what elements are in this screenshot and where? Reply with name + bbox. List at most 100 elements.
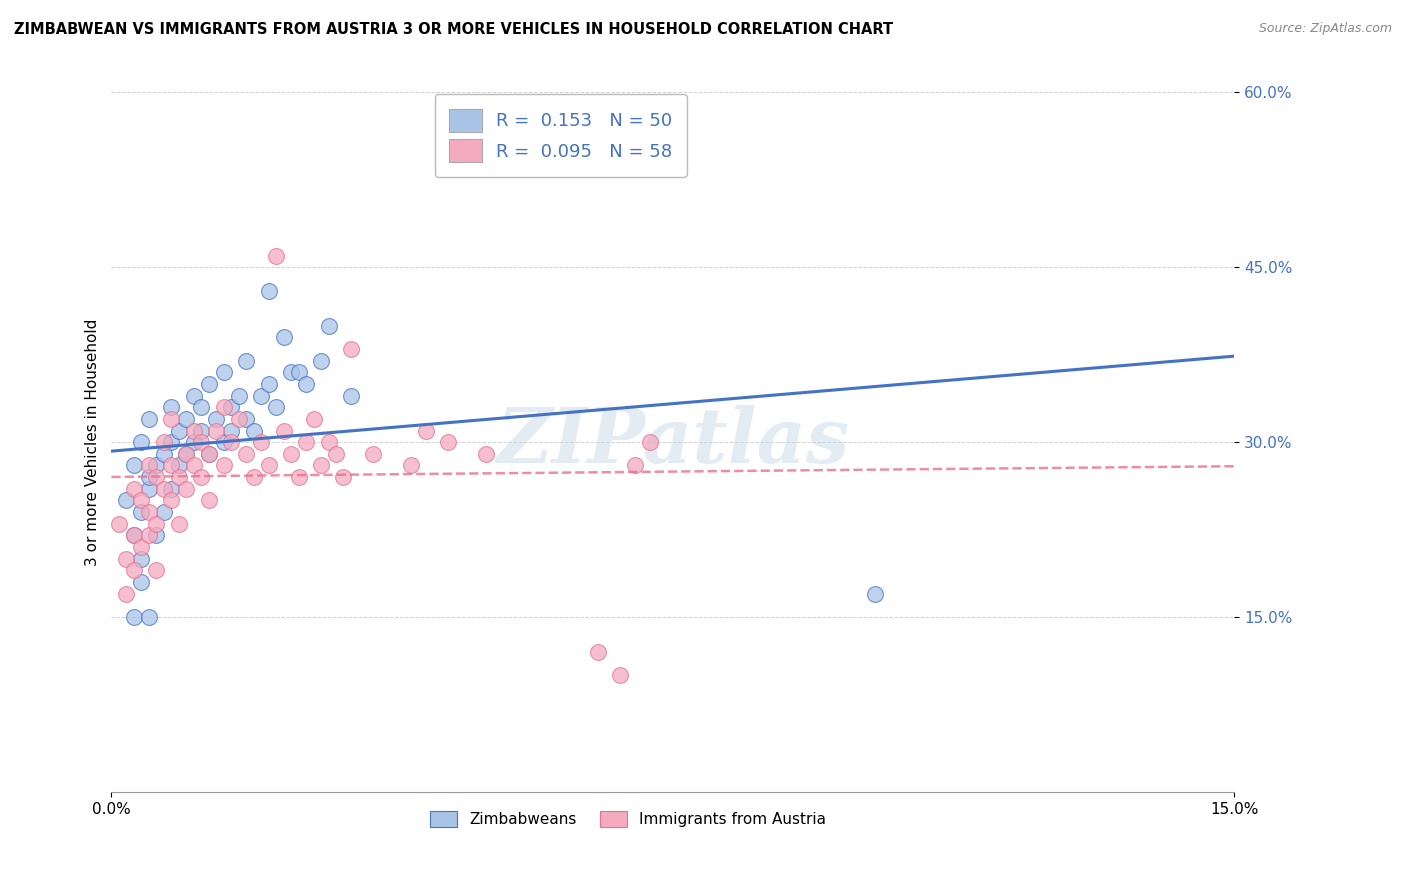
Point <box>309 353 332 368</box>
Point <box>145 458 167 473</box>
Point <box>145 470 167 484</box>
Point <box>174 447 197 461</box>
Point <box>586 645 609 659</box>
Point <box>205 412 228 426</box>
Point <box>174 482 197 496</box>
Point <box>183 458 205 473</box>
Point <box>160 412 183 426</box>
Point <box>219 424 242 438</box>
Point <box>437 435 460 450</box>
Point <box>108 516 131 531</box>
Point <box>197 376 219 391</box>
Point <box>235 447 257 461</box>
Point <box>153 482 176 496</box>
Point <box>167 424 190 438</box>
Point <box>153 505 176 519</box>
Point <box>167 458 190 473</box>
Point <box>183 435 205 450</box>
Point <box>138 470 160 484</box>
Point <box>264 249 287 263</box>
Point <box>145 563 167 577</box>
Point <box>609 668 631 682</box>
Point <box>190 435 212 450</box>
Point <box>264 400 287 414</box>
Point <box>153 435 176 450</box>
Point <box>153 447 176 461</box>
Point <box>138 458 160 473</box>
Point <box>280 447 302 461</box>
Text: ZIMBABWEAN VS IMMIGRANTS FROM AUSTRIA 3 OR MORE VEHICLES IN HOUSEHOLD CORRELATIO: ZIMBABWEAN VS IMMIGRANTS FROM AUSTRIA 3 … <box>14 22 893 37</box>
Point <box>122 458 145 473</box>
Point <box>287 365 309 379</box>
Legend: Zimbabweans, Immigrants from Austria: Zimbabweans, Immigrants from Austria <box>423 805 832 833</box>
Point <box>183 388 205 402</box>
Point <box>160 493 183 508</box>
Point <box>309 458 332 473</box>
Point <box>160 482 183 496</box>
Point <box>167 516 190 531</box>
Point <box>280 365 302 379</box>
Text: Source: ZipAtlas.com: Source: ZipAtlas.com <box>1258 22 1392 36</box>
Point <box>122 528 145 542</box>
Point <box>190 400 212 414</box>
Point <box>212 435 235 450</box>
Point <box>197 447 219 461</box>
Point <box>138 528 160 542</box>
Point <box>174 447 197 461</box>
Point <box>138 505 160 519</box>
Point <box>219 400 242 414</box>
Point <box>212 400 235 414</box>
Point <box>273 330 295 344</box>
Point <box>160 435 183 450</box>
Point <box>415 424 437 438</box>
Point <box>138 482 160 496</box>
Point <box>363 447 385 461</box>
Point <box>250 388 273 402</box>
Point <box>115 551 138 566</box>
Point <box>228 412 250 426</box>
Point <box>212 365 235 379</box>
Point <box>122 482 145 496</box>
Point <box>205 424 228 438</box>
Point <box>273 424 295 438</box>
Point <box>122 528 145 542</box>
Point <box>115 493 138 508</box>
Point <box>115 587 138 601</box>
Point <box>340 388 363 402</box>
Point <box>295 435 318 450</box>
Point <box>131 551 153 566</box>
Point <box>257 284 280 298</box>
Point <box>131 493 153 508</box>
Point <box>131 505 153 519</box>
Point <box>145 528 167 542</box>
Point <box>197 447 219 461</box>
Point <box>190 470 212 484</box>
Point <box>131 575 153 590</box>
Point <box>250 435 273 450</box>
Point <box>228 388 250 402</box>
Point <box>122 563 145 577</box>
Point <box>474 447 496 461</box>
Y-axis label: 3 or more Vehicles in Household: 3 or more Vehicles in Household <box>86 318 100 566</box>
Point <box>399 458 422 473</box>
Point <box>160 458 183 473</box>
Point <box>145 516 167 531</box>
Point <box>131 540 153 554</box>
Point <box>257 458 280 473</box>
Point <box>340 342 363 356</box>
Point <box>212 458 235 473</box>
Point <box>640 435 662 450</box>
Point <box>138 412 160 426</box>
Point <box>332 470 354 484</box>
Point <box>131 435 153 450</box>
Point <box>167 470 190 484</box>
Point <box>174 412 197 426</box>
Point <box>257 376 280 391</box>
Point <box>122 610 145 624</box>
Point <box>160 400 183 414</box>
Point <box>235 412 257 426</box>
Point <box>219 435 242 450</box>
Point <box>287 470 309 484</box>
Point <box>863 587 886 601</box>
Point <box>318 435 340 450</box>
